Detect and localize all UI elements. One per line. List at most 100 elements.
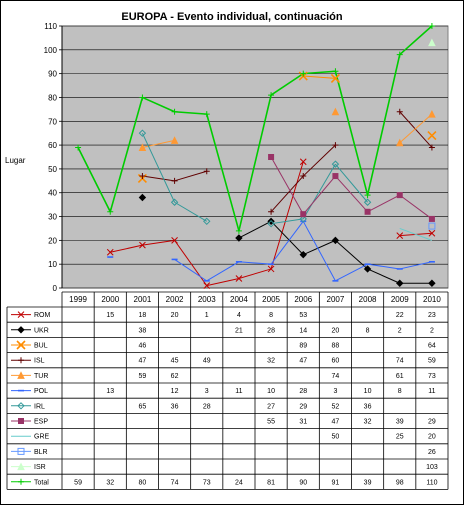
table-cell: 80 — [139, 479, 147, 486]
data-point-irl — [138, 129, 147, 137]
legend-label-pol: POL — [34, 388, 48, 395]
legend-label-gre: GRE — [34, 434, 50, 441]
table-cell: 20 — [171, 312, 179, 319]
series-line-pol — [335, 263, 368, 282]
table-cell: 29 — [428, 419, 436, 426]
data-point-total — [428, 23, 435, 29]
data-point-isl — [139, 173, 146, 180]
data-point-total — [268, 92, 275, 99]
table-cell: 12 — [171, 388, 179, 395]
table-cell: 52 — [332, 403, 340, 410]
y-tick-label: 40 — [48, 189, 57, 198]
series-line-tur — [399, 113, 433, 144]
legend-label-bul: BUL — [34, 343, 48, 350]
table-cell: 55 — [267, 419, 275, 426]
data-point-ukr — [331, 236, 340, 245]
series-line-rom — [174, 240, 208, 286]
table-cell: 49 — [203, 358, 211, 365]
table-cell: 8 — [398, 388, 402, 395]
table-cell: 20 — [428, 434, 436, 441]
data-point-tur — [428, 110, 436, 118]
y-tick-label: 90 — [48, 70, 57, 79]
table-cell: 74 — [332, 373, 340, 380]
data-point-bul — [330, 73, 340, 83]
series-line-pol — [174, 259, 208, 282]
series-line-rom — [142, 239, 175, 246]
data-point-irl — [363, 198, 372, 206]
data-point-total — [203, 111, 210, 118]
table-cell: 90 — [299, 479, 307, 486]
x-tick-label: 2005 — [262, 295, 280, 304]
series-line-esp — [335, 175, 368, 213]
series-line-total — [270, 72, 304, 96]
series-line-gre — [399, 227, 433, 241]
y-tick-label: 70 — [48, 117, 57, 126]
table-cell: 2 — [398, 327, 402, 334]
data-point-ukr — [396, 279, 404, 287]
table-cell: 21 — [235, 327, 243, 334]
data-point-total — [332, 68, 339, 75]
table-cell: 4 — [237, 312, 241, 319]
table-cell: 32 — [364, 419, 372, 426]
data-point-irl — [267, 219, 275, 228]
legend-label-isr: ISR — [34, 464, 46, 471]
data-point-total — [107, 208, 114, 215]
data-point-rom — [428, 229, 436, 237]
table-cell: 29 — [299, 403, 307, 410]
y-tick-label: 10 — [48, 260, 57, 269]
series-line-ukr — [238, 220, 272, 239]
data-point-esp — [428, 215, 435, 222]
table-cell: 65 — [139, 403, 147, 410]
series-line-isl — [174, 170, 207, 182]
data-point-ukr — [363, 265, 372, 273]
legend-label-blr: BLR — [34, 449, 48, 456]
x-tick-label: 2004 — [230, 295, 248, 304]
x-tick-label: 2000 — [101, 295, 119, 304]
legend-marker-isr — [17, 462, 25, 471]
table-cell: 62 — [171, 373, 179, 380]
data-point-isl — [203, 168, 210, 175]
series-line-bul — [303, 75, 336, 79]
table-cell: 28 — [267, 327, 275, 334]
table-cell: 14 — [299, 327, 307, 334]
table-cell: 59 — [74, 479, 82, 486]
data-point-total — [235, 227, 242, 234]
data-point-irl — [299, 215, 307, 223]
table-cell: 11 — [428, 388, 435, 395]
table-cell: 88 — [332, 343, 340, 350]
data-point-tur — [170, 136, 179, 144]
table-cell: 2 — [430, 327, 434, 334]
series-line-total — [77, 147, 111, 213]
table-cell: 59 — [428, 358, 436, 365]
table-cell: 47 — [332, 419, 340, 426]
data-point-tur — [331, 107, 340, 116]
legend-marker-rom — [17, 311, 25, 318]
series-line-irl — [271, 218, 304, 225]
data-point-total — [300, 70, 307, 77]
series-line-esp — [367, 194, 400, 213]
y-tick-label: 80 — [48, 93, 57, 102]
data-point-rom — [396, 232, 404, 239]
data-point-blr — [428, 222, 436, 230]
table-cell: 18 — [139, 312, 147, 319]
series-line-pol — [206, 261, 240, 282]
table-cell: 26 — [428, 449, 436, 456]
y-tick-label: 50 — [48, 165, 57, 174]
table-cell: 28 — [203, 403, 211, 410]
series-line-pol — [270, 221, 304, 265]
table-cell: 25 — [396, 434, 404, 441]
data-point-isr — [428, 38, 436, 47]
data-point-irl — [331, 160, 340, 168]
table-cell: 45 — [171, 358, 179, 365]
x-tick-label: 1999 — [69, 295, 87, 304]
table-cell: 59 — [139, 373, 147, 380]
y-tick-label: 30 — [48, 213, 57, 222]
legend-marker-irl — [17, 402, 25, 410]
data-point-rom — [299, 158, 307, 166]
y-tick-label: 100 — [44, 46, 58, 55]
legend-marker-bul — [16, 340, 26, 350]
table-cell: 22 — [396, 312, 404, 319]
series-line-isl — [399, 111, 433, 148]
legend-marker-blr — [17, 447, 25, 455]
data-point-isl — [332, 142, 339, 149]
